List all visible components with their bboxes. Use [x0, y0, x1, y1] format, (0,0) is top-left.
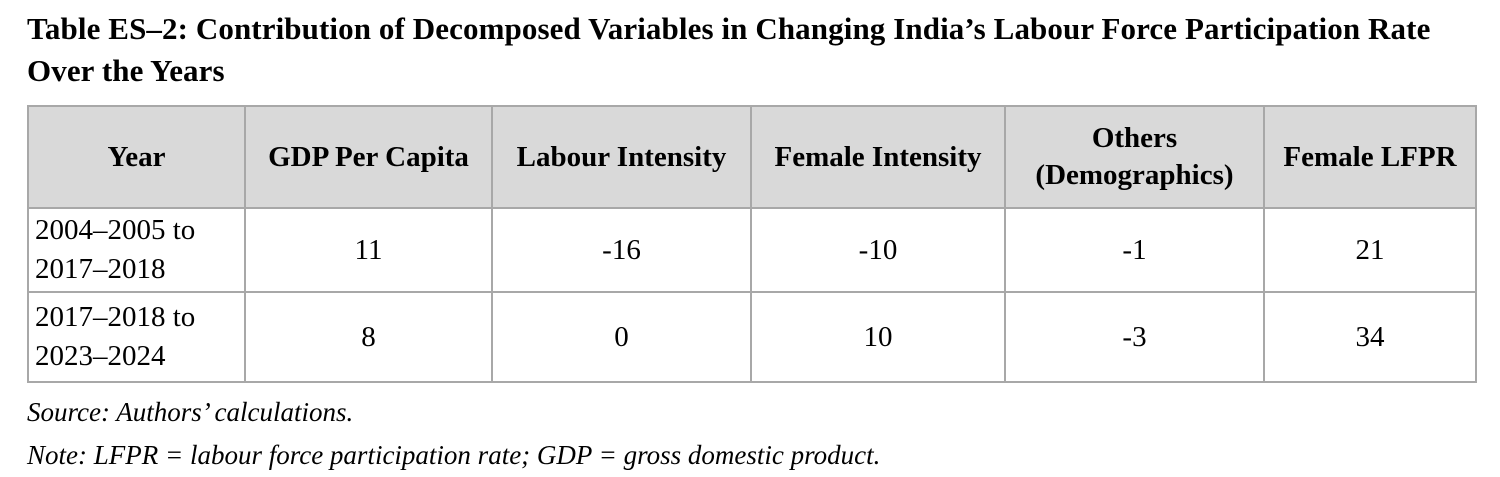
header-row: Year GDP Per Capita Labour Intensity Fem…: [27, 105, 1477, 209]
column-header-female-intensity: Female Intensity: [750, 105, 1006, 209]
female-lfpr-value: 34: [1263, 291, 1477, 383]
table-title-line-1: Table ES–2: Contribution of Decomposed V…: [27, 11, 1431, 46]
column-header-year: Year: [27, 105, 246, 209]
female-intensity-value: -10: [750, 207, 1006, 293]
footnote: Note: LFPR = labour force participation …: [27, 440, 881, 470]
column-header-others-demographics: Others (Demographics): [1004, 105, 1265, 209]
table-title: Table ES–2: Contribution of Decomposed V…: [0, 0, 1500, 92]
source-note: Source: Authors’ calculations.: [27, 397, 354, 427]
decomposition-table: Year GDP Per Capita Labour Intensity Fem…: [27, 105, 1477, 383]
gdp-per-capita-value: 11: [244, 207, 493, 293]
others-demographics-value: -3: [1004, 291, 1265, 383]
year-cell: 2004–2005 to 2017–2018: [27, 207, 246, 293]
labour-intensity-value: -16: [491, 207, 752, 293]
female-intensity-value: 10: [750, 291, 1006, 383]
gdp-per-capita-value: 8: [244, 291, 493, 383]
table-row: 2004–2005 to 2017–2018 11 -16 -10 -1 21: [27, 207, 1477, 293]
others-demographics-value: -1: [1004, 207, 1265, 293]
column-header-female-lfpr: Female LFPR: [1263, 105, 1477, 209]
year-cell: 2017–2018 to 2023–2024: [27, 291, 246, 383]
table-row: 2017–2018 to 2023–2024 8 0 10 -3 34: [27, 291, 1477, 383]
year-period-line-1: 2017–2018 to: [35, 301, 196, 333]
table-title-line-2: Over the Years: [27, 53, 225, 88]
female-lfpr-value: 21: [1263, 207, 1477, 293]
column-header-labour-intensity: Labour Intensity: [491, 105, 752, 209]
labour-intensity-value: 0: [491, 291, 752, 383]
column-header-gdp-per-capita: GDP Per Capita: [244, 105, 493, 209]
year-period-line-1: 2004–2005 to: [35, 214, 196, 246]
year-period-line-2: 2017–2018: [35, 253, 166, 285]
year-period-line-2: 2023–2024: [35, 340, 166, 372]
